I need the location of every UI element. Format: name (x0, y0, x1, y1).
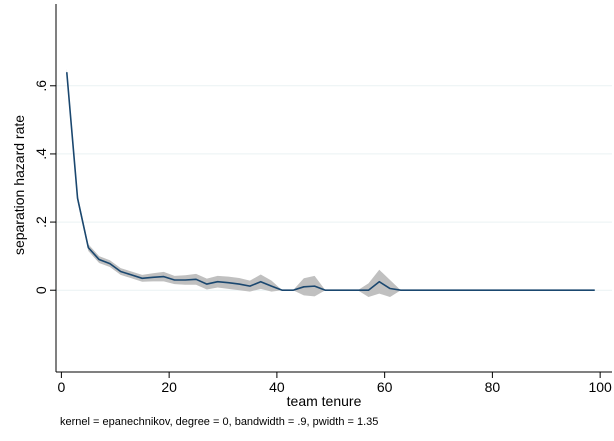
x-tick-label: 40 (269, 379, 285, 395)
tick-marks (50, 85, 601, 378)
series-line-layer (65, 72, 595, 292)
x-tick-label: 0 (57, 379, 65, 395)
series-line (65, 72, 595, 292)
tick-labels: 0 20 40 60 80 100 0 .2 .4 .6 (33, 80, 612, 395)
chart-note: kernel = epanechnikov, degree = 0, bandw… (60, 416, 378, 428)
y-tick-label: 0 (33, 286, 49, 294)
x-tick-label: 80 (485, 379, 501, 395)
y-axis-label: separation hazard rate (11, 115, 27, 255)
x-tick-label: 100 (588, 379, 612, 395)
x-tick-label: 60 (377, 379, 393, 395)
x-axis-label: team tenure (287, 393, 362, 409)
x-tick-label: 20 (161, 379, 177, 395)
axes (55, 4, 612, 373)
y-tick-label: .4 (33, 148, 49, 160)
y-tick-label: .2 (33, 216, 49, 228)
y-tick-label: .6 (33, 80, 49, 92)
